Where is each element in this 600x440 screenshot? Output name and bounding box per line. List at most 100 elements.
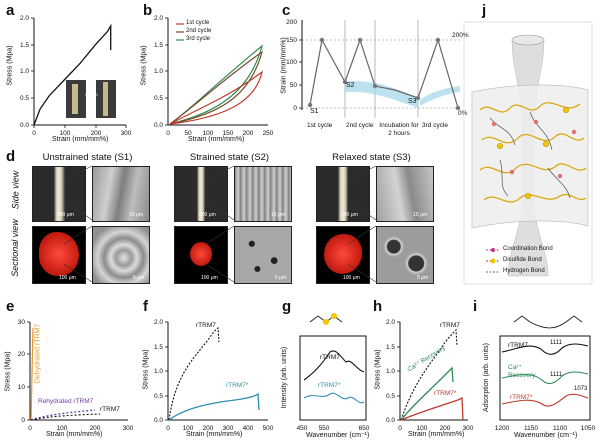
panel-f-label-rtrm7: rTRM7	[196, 322, 216, 329]
svg-text:300: 300	[121, 130, 132, 137]
svg-text:1.0: 1.0	[154, 368, 163, 375]
panel-g-curve-star	[303, 392, 365, 404]
svg-text:0: 0	[21, 417, 25, 424]
panel-h-curve-star	[400, 396, 464, 421]
svg-text:200: 200	[286, 19, 297, 26]
panel-i-label-recovery: Ca²⁺ Recovery	[508, 364, 536, 379]
svg-text:500: 500	[263, 425, 274, 432]
svg-text:250: 250	[263, 130, 274, 137]
panel-label-b: b	[143, 2, 153, 19]
panel-g-xlabel: Wavenumber (cm⁻¹)	[306, 432, 370, 439]
panel-c-label-0: 0%	[458, 110, 468, 117]
panel-h-xlabel: Strain (mm/mm%)	[408, 431, 465, 438]
panel-i-molecule-icon	[513, 315, 583, 323]
panel-d-section-s2: 100 μm	[174, 226, 228, 284]
panel-f-curve-star	[168, 392, 260, 421]
panel-label-j: j	[482, 2, 487, 19]
panel-h-label-star: rTRM7*	[434, 390, 457, 397]
svg-text:10: 10	[18, 384, 26, 391]
svg-text:50: 50	[290, 82, 298, 89]
panel-j-legend-hydrogen: Hydrogen Bond	[503, 268, 545, 274]
panel-c-curve	[309, 38, 459, 109]
svg-text:0.5: 0.5	[154, 393, 163, 400]
svg-text:1.5: 1.5	[386, 344, 395, 351]
panel-a-photo-2	[96, 80, 116, 118]
panel-f-curve-rtrm7	[168, 327, 220, 421]
panel-i-label-rtrm7: rTRM7	[508, 342, 528, 349]
panel-a-axes	[33, 18, 126, 126]
panel-d-section-s1: 100 μm	[32, 226, 86, 284]
svg-text:1050: 1050	[581, 425, 596, 432]
svg-text:0: 0	[166, 130, 170, 137]
svg-text:0.0: 0.0	[386, 417, 395, 424]
panel-i-xlabel: Wavenumber (cm⁻¹)	[514, 432, 578, 439]
panel-d-section-s1-zoom: 5 μm	[92, 226, 150, 284]
svg-text:0: 0	[293, 105, 297, 112]
panel-i-ylabel: Adsorption (arb. units)	[482, 343, 490, 412]
panel-d-header-s3: Relaxed state (S3)	[332, 152, 411, 163]
panel-d-row-side: Side view	[10, 170, 21, 210]
panel-h-label-recovery: Ca²⁺ Recovery	[406, 344, 447, 374]
panel-c-ylabel: Strain (mm/mm%)	[280, 37, 288, 94]
svg-text:0.0: 0.0	[154, 417, 163, 424]
panel-b-curve-2	[169, 50, 264, 125]
panel-label-d: d	[6, 148, 16, 165]
panel-b-curve-1	[169, 70, 263, 125]
panel-g-label-rtrm7: rTRM7	[320, 354, 340, 361]
svg-text:150: 150	[286, 37, 297, 44]
svg-text:0.0: 0.0	[20, 122, 29, 129]
panel-b-legend-2: 2nd cycle	[186, 28, 212, 34]
panel-b-xlabel: Strain (mm/mm%)	[188, 136, 245, 143]
panel-j-sheet	[471, 84, 589, 229]
svg-text:300: 300	[123, 425, 134, 432]
panel-b-legend-1: 1st cycle	[186, 20, 210, 26]
panel-c-label-s2: S2	[346, 82, 355, 89]
panel-c-cycle-1: 1st cycle	[307, 122, 333, 129]
panel-e-label-dehydrated: Dehydrated rTRM7	[34, 323, 42, 384]
panel-a-photo-1	[66, 80, 86, 118]
panel-d-side-s1-zoom: 10 μm	[92, 166, 150, 222]
panel-e-label-rehydrated: Rehydrated rTRM7	[38, 398, 94, 405]
panel-e-ylabel: Stress (Mpa)	[4, 351, 12, 392]
panel-b-ylabel: Stress (Mpa)	[140, 45, 148, 86]
svg-text:1.0: 1.0	[154, 68, 163, 75]
panel-a-photo-text: Stretch	[85, 92, 98, 97]
svg-text:2.0: 2.0	[154, 15, 163, 22]
panel-d-side-s3: 500 μm	[316, 166, 370, 222]
svg-text:1.0: 1.0	[386, 368, 395, 375]
svg-text:2.0: 2.0	[386, 319, 395, 326]
panel-g-label-star: rTRM7*	[318, 382, 341, 389]
panel-label-i: i	[473, 298, 478, 315]
panel-f-label-star: rTRM7*	[226, 382, 249, 389]
svg-text:1200: 1200	[495, 425, 510, 432]
panel-d-section-s3: 100 μm	[316, 226, 370, 284]
panel-h-curve-rtrm7	[400, 328, 458, 421]
panel-e-curve-dehydrated	[30, 327, 34, 421]
panel-d-header-s2: Strained state (S2)	[189, 152, 270, 163]
panel-i-peak-2: 1111	[550, 372, 563, 378]
svg-text:0: 0	[32, 130, 36, 137]
svg-text:100: 100	[286, 59, 297, 66]
svg-text:0.5: 0.5	[386, 393, 395, 400]
svg-text:1.5: 1.5	[20, 42, 29, 49]
panel-c-cycle-3: 3rd cycle	[422, 122, 449, 129]
svg-text:0: 0	[166, 425, 170, 432]
panel-j-legend-disulfide: Disulfide Bond	[503, 257, 542, 263]
svg-text:2.0: 2.0	[20, 15, 29, 22]
panel-a-curve	[33, 23, 112, 126]
svg-text:0.5: 0.5	[20, 95, 29, 102]
panel-c-label-200: 200%	[452, 32, 469, 39]
svg-text:1.5: 1.5	[154, 42, 163, 49]
panel-d-row-section: Sectional view	[9, 219, 20, 277]
panel-e-xlabel: Strain (mm/mm%)	[46, 431, 103, 438]
panel-j-fiber	[507, 39, 549, 277]
panel-f-ylabel: Stress (Mpa)	[142, 349, 150, 390]
panel-c-cycle-2: 2nd cycle	[346, 122, 374, 129]
panel-j-legend-coordination: Coordination Bond	[503, 246, 553, 252]
panel-i-peak-3: 1073	[574, 386, 588, 392]
panel-e-curve-rehydrated	[30, 409, 96, 421]
panel-c-label-s1: S1	[310, 108, 319, 115]
panel-d-side-s3-zoom: 10 μm	[376, 166, 434, 222]
panel-a-xlabel: Strain (mm/mm%)	[52, 136, 109, 143]
svg-text:30: 30	[18, 319, 26, 326]
